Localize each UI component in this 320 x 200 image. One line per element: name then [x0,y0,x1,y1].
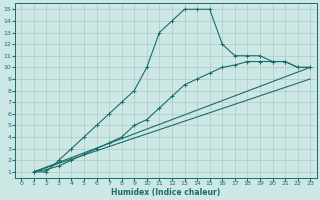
X-axis label: Humidex (Indice chaleur): Humidex (Indice chaleur) [111,188,220,197]
